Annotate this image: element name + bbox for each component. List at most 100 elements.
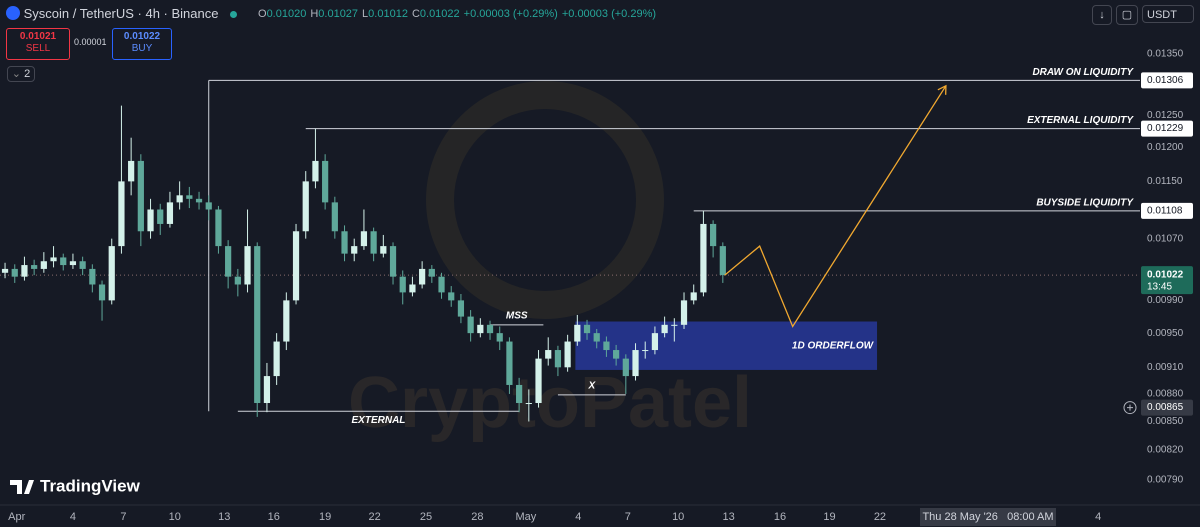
- countdown: 13:45: [1147, 282, 1172, 293]
- candle-body: [205, 202, 212, 210]
- level-label: BUYSIDE LIQUIDITY: [1036, 198, 1134, 209]
- candle-body: [79, 261, 86, 269]
- y-tick-label: 0.00850: [1147, 416, 1184, 427]
- candle-body: [603, 341, 610, 351]
- candle-body: [360, 231, 368, 247]
- candle-body: [1, 268, 9, 273]
- buy-price: 0.01022: [123, 31, 161, 42]
- candle-body: [302, 181, 309, 232]
- watermark-logo: [426, 81, 664, 319]
- candle-body: [273, 341, 280, 377]
- symbol[interactable]: Syscoin / TetherUS · 4h · Binance: [23, 6, 219, 21]
- y-tick-label: 0.01200: [1147, 142, 1184, 153]
- candle-body: [283, 300, 290, 342]
- price-label-box: [1141, 72, 1193, 89]
- candle-body: [545, 350, 552, 359]
- candle-body: [331, 202, 338, 232]
- crosshair-time: Thu 28 May '26 08:00 AM: [920, 508, 1056, 526]
- candle-body: [710, 223, 717, 247]
- ohlc-key: H: [310, 8, 319, 20]
- candle-body: [700, 223, 707, 293]
- change: +0.00003 (+0.29%): [463, 8, 558, 20]
- sell-button[interactable]: 0.01021 SELL: [6, 28, 70, 60]
- candle-body: [477, 324, 484, 334]
- ohlc-value: 0.01022: [419, 8, 460, 20]
- candle-body: [506, 341, 513, 385]
- x-tick-label: 22: [368, 511, 380, 523]
- candle-body: [31, 265, 38, 269]
- price-label: 0.01108: [1147, 206, 1183, 217]
- add-alert-button[interactable]: [1123, 401, 1137, 415]
- currency: USDT: [1147, 9, 1177, 21]
- y-tick-label: 0.00950: [1147, 328, 1184, 339]
- candle-body: [399, 276, 406, 293]
- price-label-box: [1141, 202, 1193, 219]
- change-2: +0.00003 (+0.29%): [561, 8, 657, 20]
- price-label-box: [1141, 120, 1193, 137]
- brand: TradingView: [40, 476, 141, 495]
- x-tick-label: 13: [218, 511, 230, 523]
- screenshot-button[interactable]: ▢: [1116, 5, 1138, 25]
- candle-body: [448, 292, 455, 301]
- candle-body: [69, 261, 77, 266]
- y-tick-label: 0.00910: [1147, 362, 1184, 373]
- candle-body: [632, 350, 639, 377]
- x-tick-label: 19: [823, 511, 835, 523]
- sell-price: 0.01021: [19, 31, 57, 42]
- candle-body: [195, 198, 203, 203]
- candle-body: [419, 268, 426, 285]
- candle-body: [467, 316, 474, 334]
- ohlc-value: 0.01012: [368, 8, 408, 20]
- price-label: 0.01229: [1147, 123, 1184, 134]
- candle-body: [428, 268, 435, 277]
- candle-body: [254, 246, 261, 404]
- crosshair-price-box: [1141, 399, 1193, 416]
- symbol-row: Syscoin / TetherUS · 4h · Binance: [6, 6, 238, 21]
- candle-body: [11, 268, 18, 277]
- x-tick-label: 7: [120, 511, 126, 523]
- candle-body: [137, 160, 144, 232]
- candle-body: [438, 276, 445, 293]
- candle-body: [496, 333, 503, 342]
- ohlc-value: 0.01020: [266, 8, 307, 20]
- candle-body: [292, 231, 300, 301]
- ohlc-key: O: [258, 8, 267, 20]
- candle-body: [593, 333, 600, 342]
- candle-body: [516, 384, 523, 404]
- x-tick-label: May: [516, 511, 537, 523]
- candle-body: [613, 350, 620, 359]
- projection-arrowhead: [937, 84, 947, 95]
- candle-body: [380, 246, 387, 254]
- candle-body: [244, 246, 251, 285]
- y-tick-label: 0.01150: [1147, 176, 1183, 187]
- level-label: DRAW ON LIQUIDITY: [1032, 67, 1134, 78]
- ohlc-key: L: [362, 8, 369, 20]
- candle-body: [409, 284, 416, 293]
- tradingview-logo: TradingView: [10, 476, 141, 495]
- x-tick-label: Apr: [8, 511, 25, 523]
- candle-body: [642, 350, 649, 352]
- x-tick-label: 10: [672, 511, 684, 523]
- x-tick-label: 4: [575, 511, 581, 523]
- candle-body: [147, 209, 154, 232]
- candle-body: [574, 324, 581, 342]
- spread: 0.00001: [74, 37, 107, 47]
- candle-body: [312, 160, 319, 182]
- candle-body: [186, 195, 193, 199]
- crosshair-price-label: 0.00865: [1147, 402, 1184, 413]
- annotation-label: EXTERNAL: [352, 415, 406, 426]
- candle-body: [234, 276, 241, 285]
- candle-body: [564, 341, 571, 368]
- candle-body: [21, 265, 28, 277]
- buy-button[interactable]: 0.01022 BUY: [112, 28, 172, 60]
- last-price-box: [1141, 266, 1193, 295]
- y-tick-label: 0.01350: [1147, 49, 1184, 60]
- download-button[interactable]: ↓: [1092, 5, 1112, 25]
- currency-select[interactable]: USDT: [1142, 5, 1194, 23]
- y-tick-label: 0.01250: [1147, 110, 1184, 121]
- price-label: 0.01306: [1147, 75, 1184, 86]
- indicators-count: 2: [24, 68, 31, 80]
- indicators-toggle[interactable]: ⌄ 2: [7, 66, 35, 82]
- candle-body: [60, 257, 67, 266]
